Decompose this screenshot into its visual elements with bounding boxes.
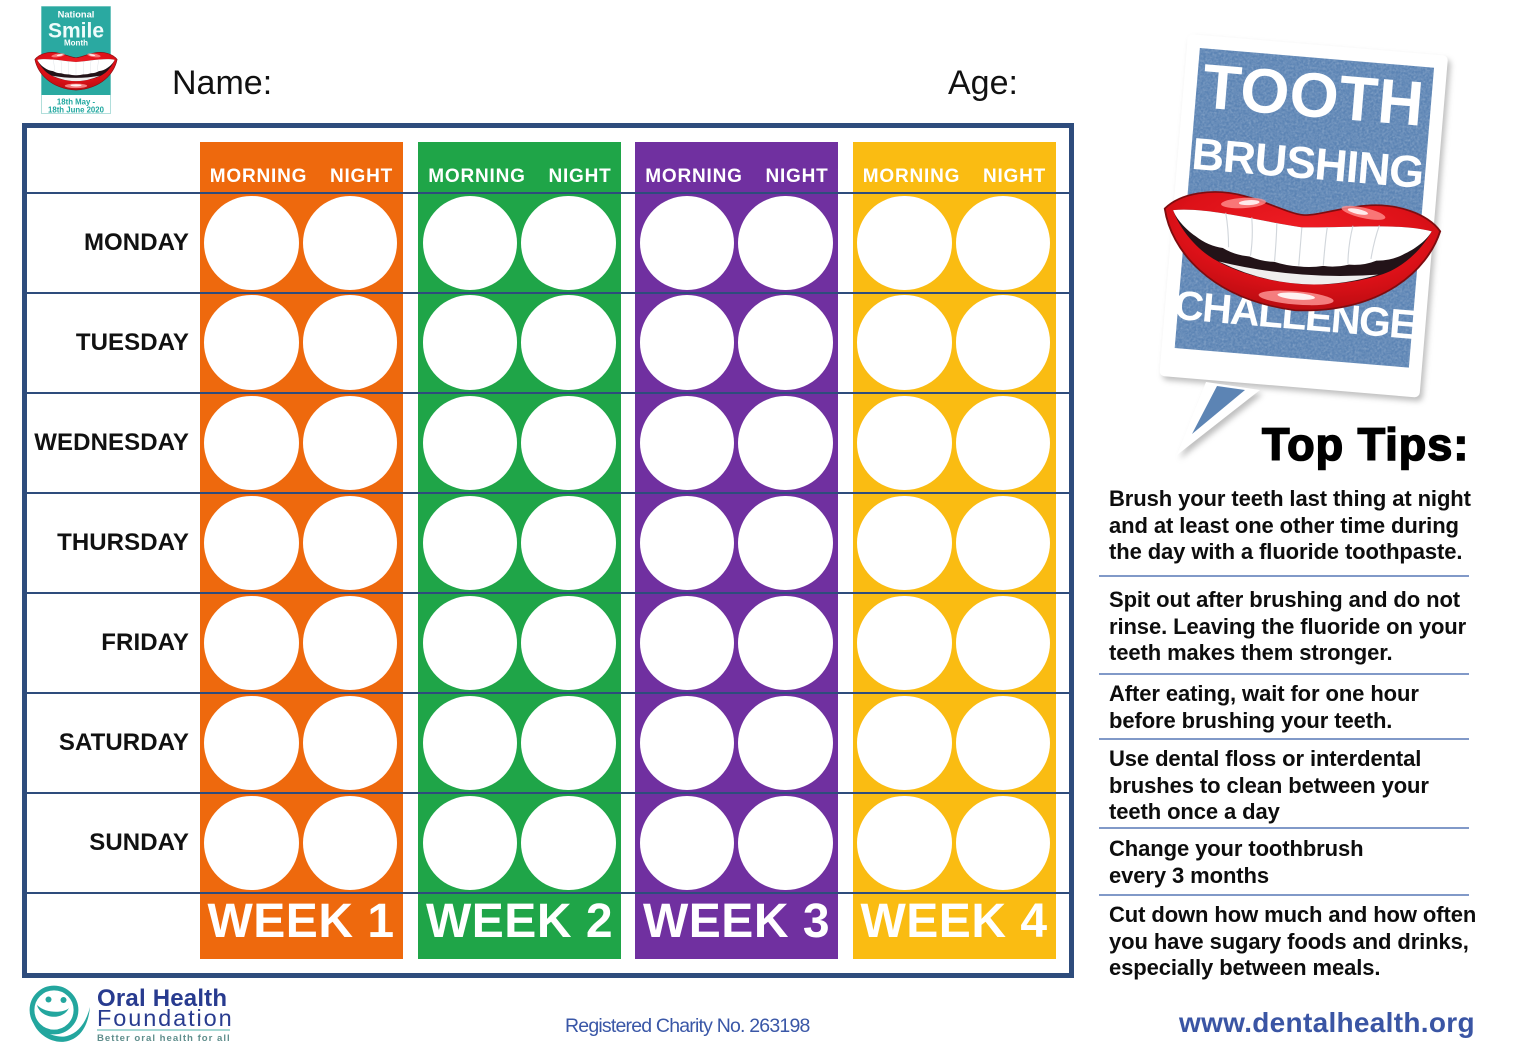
svg-text:National: National [58,10,95,20]
svg-text:Month: Month [64,39,88,48]
svg-text:Smile: Smile [48,20,104,43]
svg-text:18th June 2020: 18th June 2020 [48,106,105,115]
svg-text:18th May -: 18th May - [57,98,96,107]
